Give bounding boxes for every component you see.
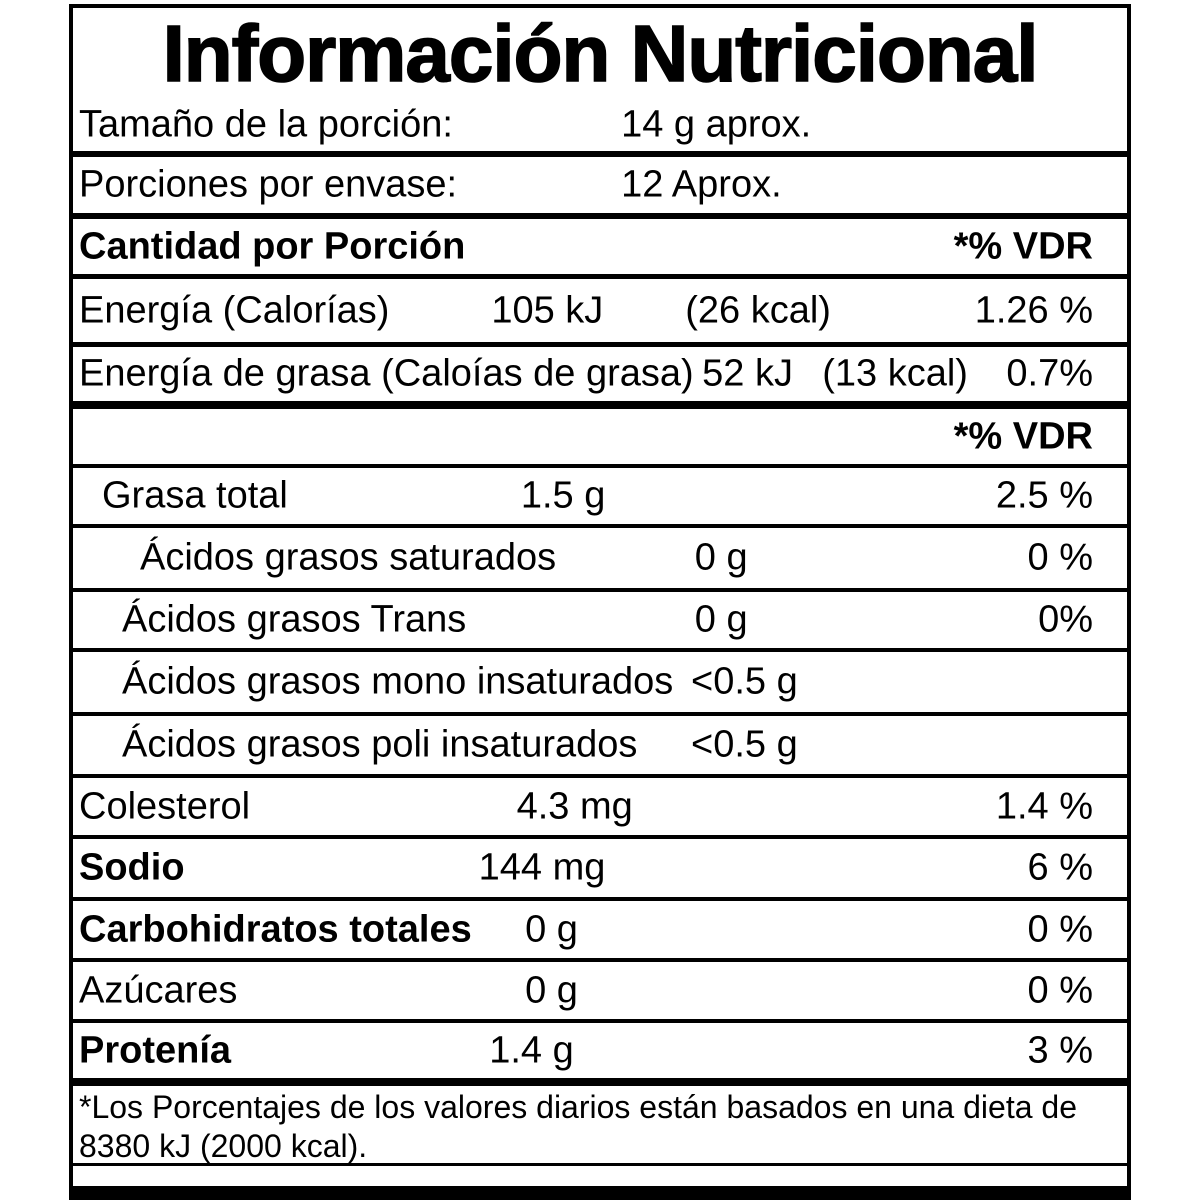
sugars-row: Azúcares 0 g 0 % <box>73 962 1127 1023</box>
row-label: Carbohidratos totales <box>79 908 472 950</box>
row-label: Ácidos grasos Trans <box>122 598 467 641</box>
row-amount: <0.5 g <box>691 723 798 766</box>
row-amount: 0 g <box>525 969 578 1011</box>
row-vdr: 0.7% <box>1006 352 1093 395</box>
vdr-second-header-row: *% VDR <box>73 409 1127 468</box>
row-label: Energía (Calorías) <box>79 289 390 331</box>
serving-size-value: 14 g aprox. <box>621 103 812 146</box>
row-vdr: 0% <box>1038 598 1093 641</box>
polyunsaturated-fat-row: Ácidos grasos poli insaturados <0.5 g <box>73 716 1127 778</box>
servings-per-container-label: Porciones por envase: <box>79 163 458 206</box>
protein-row: Protenía 1.4 g 3 % <box>73 1023 1127 1086</box>
row-label: Sodio <box>79 846 185 889</box>
row-vdr: 1.26 % <box>974 289 1093 331</box>
row-amount: 0 g <box>694 598 748 641</box>
saturated-fat-row: Ácidos grasos saturados 0 g 0 % <box>73 528 1127 592</box>
row-label: Colesterol <box>79 785 251 827</box>
row-amount: 0 g <box>694 536 748 579</box>
row-kcal: (13 kcal) <box>822 352 968 395</box>
row-vdr: 0 % <box>1027 969 1093 1011</box>
daily-value-footnote: *Los Porcentajes de los valores diarios … <box>73 1086 1127 1166</box>
row-label: Energía de grasa (Caloías de grasa) <box>79 352 694 395</box>
row-vdr: 0 % <box>1027 536 1093 579</box>
servings-per-container-value: 12 Aprox. <box>621 163 782 206</box>
row-amount: 1.5 g <box>520 474 606 517</box>
servings-per-container-row: Porciones por envase: 12 Aprox. <box>73 157 1127 219</box>
cholesterol-row: Colesterol 4.3 mg 1.4 % <box>73 778 1127 839</box>
serving-size-row: Tamaño de la porción: 14 g aprox. <box>73 99 1127 157</box>
sodium-row: Sodio 144 mg 6 % <box>73 839 1127 901</box>
row-label: Protenía <box>79 1029 232 1071</box>
row-label: Grasa total <box>102 474 288 517</box>
amount-per-serving-header-row: Cantidad por Porción *% VDR <box>73 219 1127 279</box>
serving-size-label: Tamaño de la porción: <box>79 103 453 146</box>
row-vdr: 2.5 % <box>995 474 1093 517</box>
energy-from-fat-row: Energía de grasa (Caloías de grasa) 52 k… <box>73 347 1127 409</box>
energy-row: Energía (Calorías) 105 kJ (26 kcal) 1.26… <box>73 279 1127 347</box>
row-amount: 52 kJ <box>702 352 793 395</box>
vdr-header-label: *% VDR <box>953 415 1093 457</box>
total-carbohydrate-row: Carbohidratos totales 0 g 0 % <box>73 901 1127 962</box>
row-amount: <0.5 g <box>691 660 798 703</box>
row-amount: 1.4 g <box>489 1029 574 1071</box>
row-vdr: 3 % <box>1027 1029 1093 1071</box>
amount-per-serving-label: Cantidad por Porción <box>79 225 466 267</box>
vdr-header-label: *% VDR <box>953 225 1093 267</box>
row-label: Ácidos grasos saturados <box>140 536 557 579</box>
total-fat-row: Grasa total 1.5 g 2.5 % <box>73 468 1127 528</box>
row-label: Azúcares <box>79 969 238 1011</box>
row-label: Ácidos grasos poli insaturados <box>122 723 638 766</box>
row-amount: 144 mg <box>478 846 606 889</box>
row-vdr: 0 % <box>1027 908 1093 950</box>
row-amount: 0 g <box>525 908 578 950</box>
label-title: Información Nutricional <box>162 8 1039 99</box>
row-label: Ácidos grasos mono insaturados <box>122 660 674 703</box>
row-vdr: 1.4 % <box>995 785 1093 827</box>
row-vdr: 6 % <box>1027 846 1093 889</box>
monounsaturated-fat-row: Ácidos grasos mono insaturados <0.5 g <box>73 652 1127 716</box>
row-kcal: (26 kcal) <box>685 289 831 331</box>
trans-fat-row: Ácidos grasos Trans 0 g 0% <box>73 592 1127 652</box>
row-amount: 4.3 mg <box>516 785 633 827</box>
row-amount: 105 kJ <box>491 289 604 331</box>
nutrition-facts-label: Información Nutricional Tamaño de la por… <box>69 4 1131 1200</box>
